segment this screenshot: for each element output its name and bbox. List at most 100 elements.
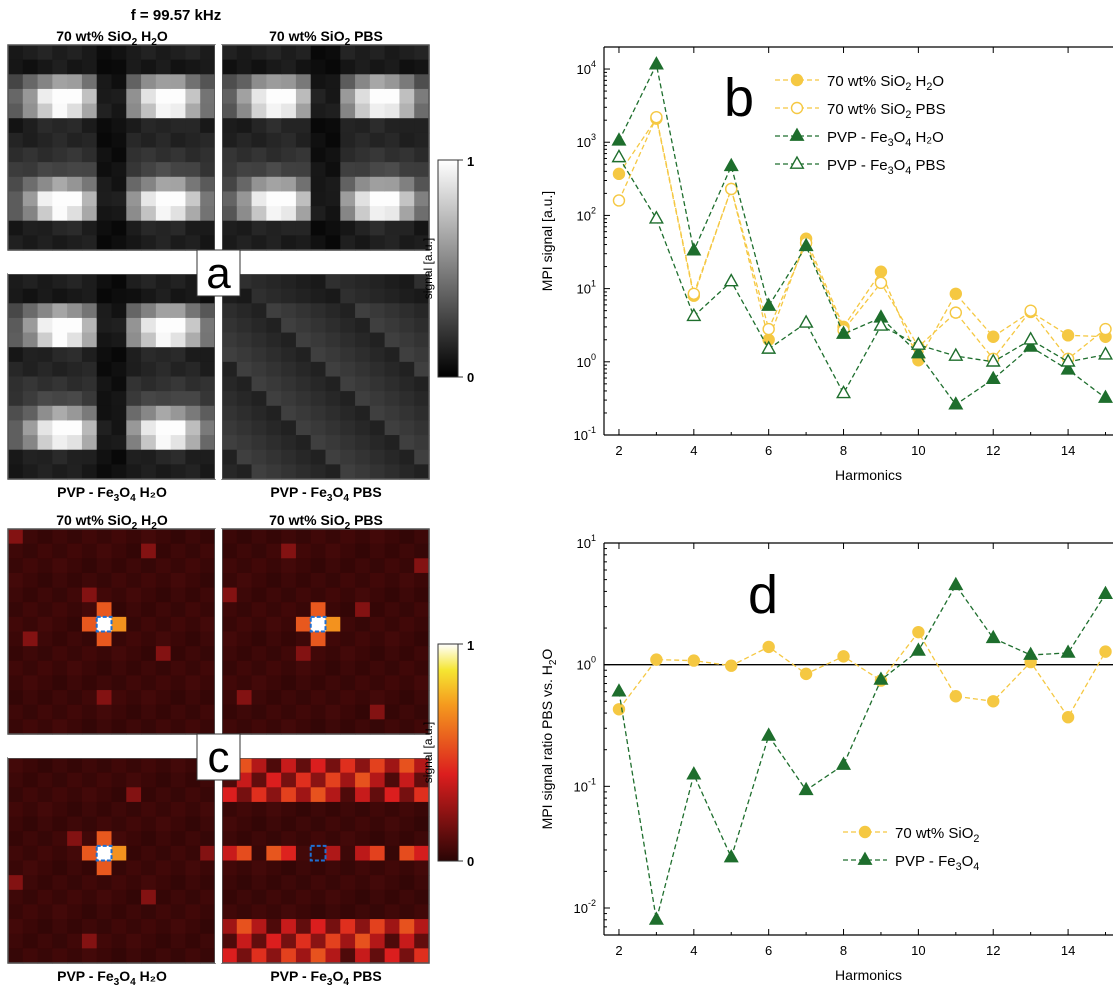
x-axis-label: Harmonics [835, 467, 902, 483]
tile-title: PVP - Fe3​O4​ PBS [270, 968, 381, 988]
svg-text:70 wt% SiO2​: 70 wt% SiO2​ [895, 825, 979, 845]
y-tick-label: 104 [577, 59, 596, 77]
y-axis-label: MPI signal ratio PBS vs. H2O [539, 649, 559, 830]
x-tick-label: 6 [765, 443, 772, 458]
y-tick-label: 101 [577, 533, 596, 551]
data-point [650, 110, 663, 124]
colorbar-tick: 0 [467, 370, 474, 385]
data-point [949, 690, 963, 703]
data-point [789, 155, 805, 169]
data-point [1098, 585, 1113, 600]
series-line [618, 631, 1107, 719]
data-point [687, 654, 701, 667]
data-point [725, 182, 738, 196]
image-tile-3 [221, 757, 430, 964]
panel-letter-d: d [748, 565, 778, 625]
svg-text:70 wt% SiO2​ H2​O: 70 wt% SiO2​ H2​O [827, 73, 944, 93]
svg-text:70 wt% SiO2​ PBS: 70 wt% SiO2​ PBS [827, 101, 946, 121]
legend-entry: PVP - Fe3​O4​ PBS [775, 155, 945, 177]
data-point [798, 781, 814, 796]
y-tick-label: 100 [577, 655, 596, 673]
legend-entry: 70 wt% SiO2​ H2​O [775, 73, 944, 93]
data-point [1061, 711, 1075, 724]
selection-box [95, 615, 113, 633]
panel-letter-b: b [724, 68, 754, 128]
colorbar-tick: 0 [467, 854, 474, 869]
x-tick-label: 4 [690, 943, 697, 958]
data-point [873, 317, 889, 331]
data-point [949, 306, 963, 319]
data-point [761, 727, 777, 741]
x-tick-label: 12 [986, 443, 1000, 458]
data-point [1024, 304, 1037, 317]
data-point [686, 242, 702, 256]
data-point [987, 695, 1000, 708]
data-point [790, 101, 804, 115]
data-point [648, 911, 664, 925]
y-tick-label: 102 [577, 205, 596, 223]
panel-d-chart: 2 4 6 8 10 12 14 10-2 10-1 100 101 Harmonics MPI sig… [539, 533, 1113, 983]
legend: 70 wt% SiO2​ PVP - Fe3​O4​ [843, 825, 979, 873]
series-1 [611, 576, 1113, 925]
colorbar-label: signal [a.u.] [421, 722, 435, 783]
data-point [985, 353, 1001, 367]
data-point [723, 157, 739, 172]
data-point [725, 659, 738, 672]
data-point [611, 148, 627, 163]
series-line [618, 62, 1106, 406]
tile-title: PVP - Fe3​O4​ H₂O [57, 484, 167, 504]
data-point [798, 237, 814, 252]
series-0 [612, 112, 1112, 367]
data-point [1099, 645, 1112, 658]
data-point [789, 127, 805, 141]
data-point [762, 322, 775, 336]
data-point [612, 703, 626, 716]
selection-box [309, 615, 327, 633]
data-point [1023, 338, 1039, 352]
data-point [836, 756, 852, 770]
data-point [985, 629, 1001, 644]
series-0 [612, 625, 1112, 724]
y-tick-label: 10-1 [574, 776, 596, 794]
x-tick-label: 10 [911, 443, 925, 458]
image-tile-0 [7, 44, 216, 251]
tile-title: PVP - Fe3​O4​ PBS [270, 484, 381, 504]
data-point [874, 276, 888, 290]
x-tick-label: 14 [1061, 443, 1075, 458]
y-tick-label: 10-1 [574, 425, 596, 443]
data-point [836, 325, 852, 339]
x-tick-label: 2 [615, 943, 622, 958]
data-point [686, 766, 702, 780]
data-point [857, 851, 873, 865]
image-tile-2 [7, 273, 216, 480]
data-point [910, 345, 926, 359]
frequency-label: f = 99.57 kHz [131, 7, 221, 24]
colorbar: 1 0 signal [a.u.] [421, 154, 474, 385]
svg-text:PVP - Fe3​O4​ PBS: PVP - Fe3​O4​ PBS [827, 157, 945, 177]
colorbar-tick: 1 [467, 154, 474, 169]
data-point [912, 625, 925, 639]
legend-entry: PVP - Fe3​O4​ H₂O [775, 127, 944, 149]
legend-entry: 70 wt% SiO2​ [843, 825, 979, 845]
series-2 [611, 56, 1113, 410]
data-point [1060, 644, 1076, 658]
x-tick-label: 12 [986, 943, 1000, 958]
series-line [618, 116, 1106, 362]
x-axis-label: Harmonics [835, 967, 902, 983]
data-point [948, 347, 964, 361]
svg-text:PVP - Fe3​O4​: PVP - Fe3​O4​ [895, 853, 979, 873]
data-point [612, 194, 626, 207]
data-point [798, 314, 814, 328]
data-point [611, 132, 627, 146]
y-tick-label: 100 [577, 352, 596, 370]
series-line [618, 115, 1106, 360]
x-tick-label: 8 [840, 443, 847, 458]
image-tile-1 [221, 528, 430, 735]
data-point [836, 384, 852, 399]
data-point [762, 640, 775, 654]
data-point [687, 287, 701, 300]
series-line [618, 157, 1106, 395]
image-tile-1 [221, 44, 430, 251]
data-point [837, 650, 850, 663]
